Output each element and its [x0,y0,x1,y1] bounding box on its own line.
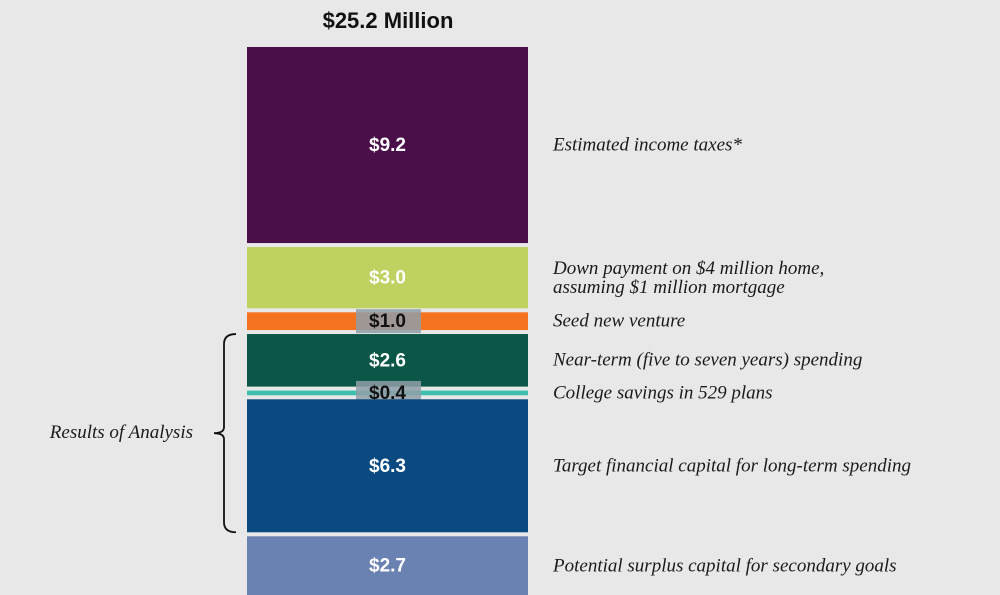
value-label-box [356,309,421,334]
bar-segment [247,536,528,595]
segment-description: Potential surplus capital for secondary … [553,555,897,577]
value-label: $1.0 [369,311,406,332]
bracket-label: Results of Analysis [49,422,193,444]
segment-description: Estimated income taxes* [553,134,742,156]
bracket [213,333,237,534]
bar-segment [247,47,528,244]
bar-segment [247,399,528,533]
chart-title: $25.2 Million [323,8,454,33]
segment-description: College savings in 529 plans [553,382,773,404]
value-label: $2.6 [369,350,406,371]
segment-description: Seed new venture [553,310,686,332]
segment-description: Down payment on $4 million home, assumin… [553,257,825,298]
value-label: $0.4 [369,383,406,404]
value-label: $2.7 [369,556,406,577]
segment-description: Target financial capital for long-term s… [553,455,912,477]
bar-segment [247,334,528,387]
bar-segment [247,247,528,309]
value-label: $9.2 [369,135,406,156]
value-label: $3.0 [369,268,406,289]
segment-description: Near-term (five to seven years) spending [553,349,863,371]
value-label: $6.3 [369,456,406,477]
